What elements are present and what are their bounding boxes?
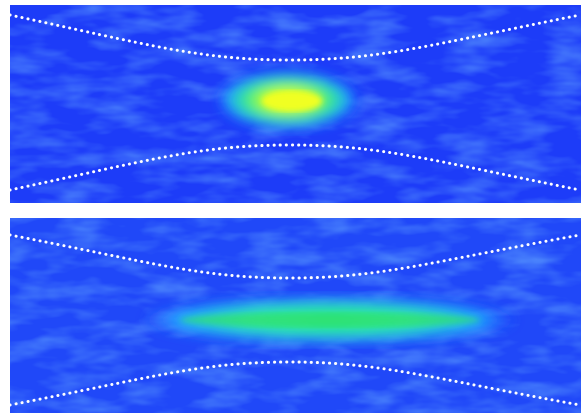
boundary-dots	[10, 360, 581, 407]
bottom-panel	[10, 218, 581, 413]
boundary-dots	[10, 233, 581, 280]
boundary-dots	[10, 13, 581, 62]
top-panel	[10, 5, 581, 203]
boundary-dots	[10, 143, 581, 192]
hot-core	[262, 91, 322, 111]
streak-core	[180, 313, 480, 327]
